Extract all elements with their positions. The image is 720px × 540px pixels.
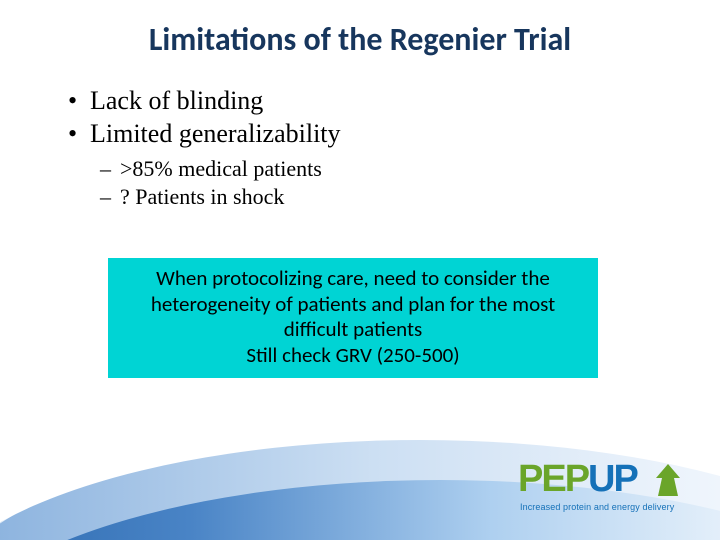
bullet-dot-icon: • <box>68 85 90 116</box>
bullet-l2: – ? Patients in shock <box>100 183 648 211</box>
bullet-list: • Lack of blinding • Limited generalizab… <box>68 85 648 210</box>
bullet-dot-icon: • <box>68 118 90 149</box>
callout-box: When protocolizing care, need to conside… <box>108 258 598 378</box>
bullet-l2: – >85% medical patients <box>100 155 648 183</box>
up-arrow-icon <box>650 462 686 498</box>
bullet-text: Limited generalizability <box>90 118 341 149</box>
logo-tagline: Increased protein and energy delivery <box>520 502 674 512</box>
bullet-text: >85% medical patients <box>120 155 322 183</box>
bullet-text: Lack of blinding <box>90 85 263 116</box>
slide: Limitations of the Regenier Trial • Lack… <box>0 0 720 540</box>
logo-wordmark: PEPUP <box>518 458 637 501</box>
bullet-l1: • Lack of blinding <box>68 85 648 116</box>
slide-title: Limitations of the Regenier Trial <box>0 20 720 59</box>
bullet-text: ? Patients in shock <box>120 183 284 211</box>
bullet-dash-icon: – <box>100 155 120 183</box>
sub-bullet-list: – >85% medical patients – ? Patients in … <box>100 155 648 210</box>
callout-line1: When protocolizing care, need to conside… <box>128 266 578 343</box>
bullet-dash-icon: – <box>100 183 120 211</box>
pepup-logo: PEPUP Increased protein and energy deliv… <box>518 460 698 526</box>
callout-line2: Still check GRV (250-500) <box>128 343 578 369</box>
logo-text-pep: PEP <box>518 458 588 500</box>
bullet-l1: • Limited generalizability <box>68 118 648 149</box>
logo-text-up: UP <box>588 458 637 500</box>
